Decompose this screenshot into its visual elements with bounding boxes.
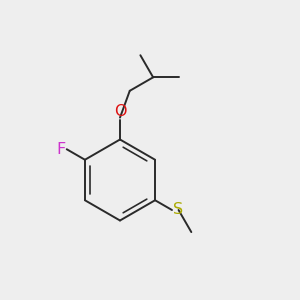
Text: O: O: [114, 104, 126, 119]
Text: S: S: [173, 202, 183, 217]
Text: F: F: [56, 142, 65, 157]
